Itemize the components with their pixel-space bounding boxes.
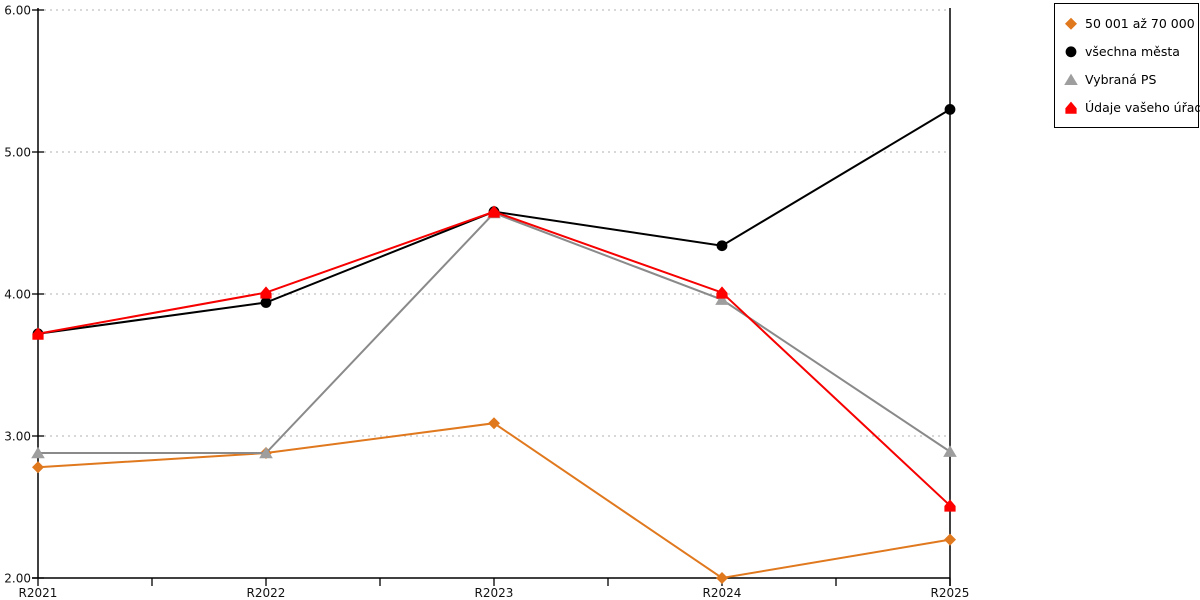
diamond-icon <box>1065 17 1077 30</box>
series-line <box>37 422 951 580</box>
x-axis-label: R2025 <box>931 586 970 600</box>
triangle-icon <box>1064 73 1078 86</box>
series-line <box>38 211 951 455</box>
legend-item-label: 50 001 až 70 000 <box>1085 15 1195 31</box>
x-axis-label: R2021 <box>19 586 58 600</box>
pentagon-icon <box>1065 101 1077 115</box>
legend-item: Údaje vašeho úřadu <box>1064 100 1200 115</box>
legend-item: 50 001 až 70 000 <box>1064 16 1196 31</box>
legend-item-label: Vybraná PS <box>1085 72 1157 88</box>
circle-icon <box>1065 46 1077 58</box>
x-axis-label: R2023 <box>475 586 514 600</box>
y-axis-label: 2.00 <box>4 572 31 586</box>
series-pentagon <box>32 205 956 512</box>
legend-item-label: všechna města <box>1085 43 1180 59</box>
legend-item: všechna města <box>1064 44 1196 59</box>
x-axis-label: R2022 <box>247 586 286 600</box>
series-diamond <box>32 417 956 584</box>
y-axis-label: 4.00 <box>4 288 31 302</box>
y-axis-label: 6.00 <box>4 4 31 18</box>
series-line <box>37 108 951 335</box>
legend-item-label: Údaje vašeho úřadu <box>1085 100 1200 116</box>
series-circle <box>32 104 956 340</box>
x-axis-label: R2024 <box>703 586 742 600</box>
y-axis-label: 3.00 <box>4 430 31 444</box>
legend-item: Vybraná PS <box>1064 72 1196 87</box>
chart-legend: 50 001 až 70 000 všechna města Vybraná PS Ú… <box>1054 3 1200 128</box>
series-line <box>37 210 951 507</box>
y-axis-label: 5.00 <box>4 146 31 160</box>
